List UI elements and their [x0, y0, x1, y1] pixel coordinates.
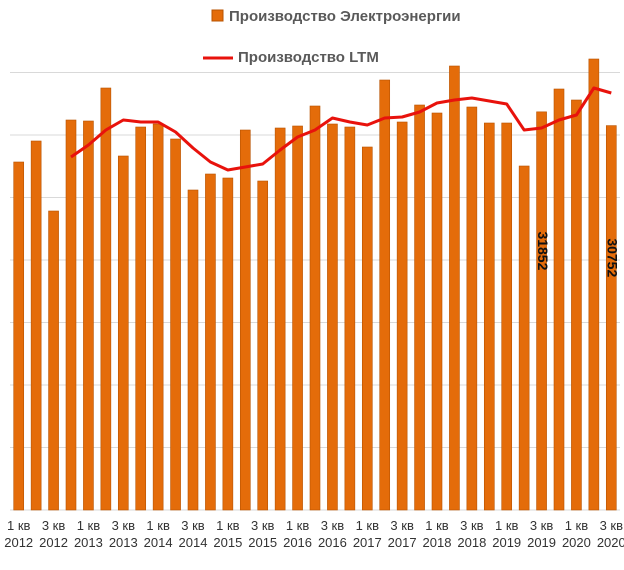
bar	[501, 122, 513, 511]
bar	[344, 126, 356, 511]
bar	[553, 88, 565, 511]
bar	[431, 112, 443, 511]
x-tick-label: 1 кв 2018	[422, 518, 452, 550]
bar	[239, 129, 251, 511]
bar	[65, 119, 77, 511]
bar	[414, 104, 425, 511]
legend-swatch	[211, 9, 224, 22]
bar	[205, 173, 216, 511]
bar	[605, 125, 617, 511]
bar	[571, 99, 582, 511]
x-tick-label: 1 кв 2014	[143, 518, 173, 550]
x-tick-label: 3 кв 2018	[457, 518, 487, 550]
x-tick-label: 3 кв 2019	[527, 518, 557, 550]
x-tick-label: 1 кв 2012	[4, 518, 34, 550]
bar	[396, 121, 408, 511]
bar	[13, 161, 25, 511]
bar	[466, 106, 478, 511]
bar	[327, 123, 338, 511]
bar	[30, 140, 42, 511]
legend-label: Производство Электроэнергии	[229, 8, 461, 25]
x-tick-label: 3 кв 2017	[387, 518, 417, 550]
x-tick-label: 1 кв 2019	[492, 518, 522, 550]
x-tick-label: 1 кв 2015	[213, 518, 243, 550]
bar	[170, 138, 181, 511]
bar	[309, 105, 321, 511]
bar	[135, 126, 147, 511]
legend-label: Производство LTM	[238, 49, 379, 66]
bar	[83, 120, 94, 511]
x-tick-label: 3 кв 2016	[317, 518, 347, 550]
bar	[274, 127, 286, 511]
bar	[117, 155, 129, 511]
bar	[48, 210, 59, 511]
x-tick-label: 3 кв 2013	[108, 518, 138, 550]
bar	[449, 65, 460, 511]
bar	[187, 189, 199, 511]
line	[70, 86, 612, 172]
x-tick-label: 1 кв 2013	[73, 518, 103, 550]
bar	[379, 79, 391, 511]
data-label: 31852	[535, 231, 551, 270]
bar	[152, 123, 164, 511]
x-tick-label: 3 кв 2020	[596, 518, 624, 550]
x-tick-label: 3 кв 2014	[178, 518, 208, 550]
x-tick-label: 1 кв 2017	[352, 518, 382, 550]
bar	[292, 125, 303, 511]
bar	[536, 111, 547, 511]
data-label: 30752	[605, 238, 621, 277]
bar	[588, 58, 600, 511]
x-tick-label: 1 кв 2016	[283, 518, 313, 550]
bar	[483, 122, 495, 511]
bar	[222, 177, 234, 511]
x-tick-label: 3 кв 2012	[39, 518, 69, 550]
bar	[518, 165, 530, 511]
bar	[257, 180, 269, 511]
bar	[100, 87, 112, 511]
bar	[361, 146, 373, 511]
x-tick-label: 1 кв 2020	[561, 518, 591, 550]
x-tick-label: 3 кв 2015	[248, 518, 278, 550]
